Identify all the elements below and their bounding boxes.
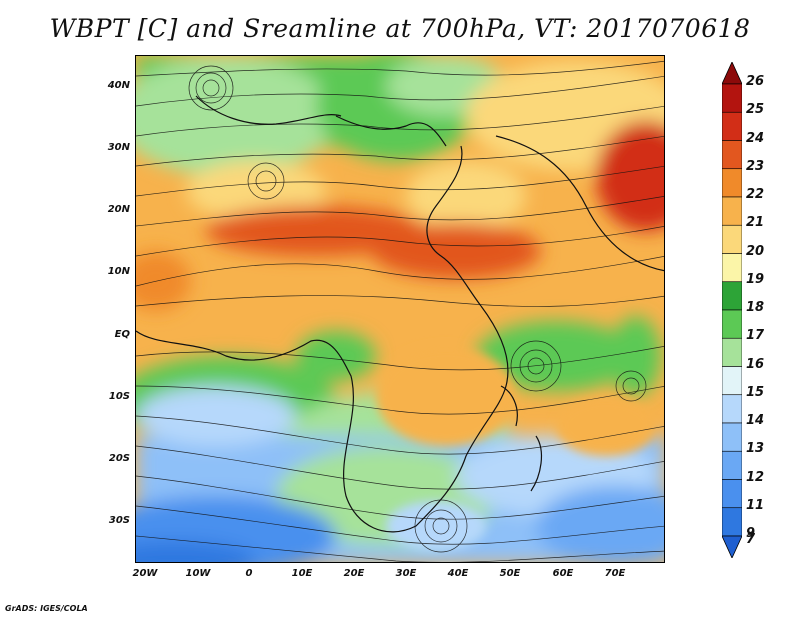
- colorbar-cell: [722, 366, 742, 396]
- colorbar-cell: [722, 309, 742, 339]
- lon-tick-label: 70E: [604, 568, 626, 579]
- colorbar-cell: [722, 450, 742, 480]
- colorbar-label: 9: [746, 526, 756, 541]
- lon-tick-label: 20E: [343, 568, 365, 579]
- colorbar-label: 17: [746, 328, 765, 344]
- lat-tick-label: EQ: [114, 329, 130, 340]
- map-title: WBPT [C] and Sreamline at 700hPa, VT: 20…: [49, 14, 751, 43]
- lat-tick-label: 30N: [107, 142, 130, 153]
- colorbar-label: 25: [746, 102, 765, 118]
- lon-tick-label: 60E: [552, 568, 574, 579]
- streamlines: [136, 60, 664, 562]
- lon-tick-label: 10W: [185, 568, 211, 579]
- coastlines: [136, 95, 664, 533]
- colorbar-label: 7: [746, 532, 756, 547]
- colorbar-label: 22: [746, 187, 765, 202]
- colorbar-cell: [722, 83, 742, 113]
- lon-tick-label: 30E: [395, 568, 417, 579]
- colorbar-cell: [722, 507, 742, 537]
- colorbar: [722, 62, 742, 558]
- colorbar-label: 24: [746, 130, 765, 146]
- lat-tick-label: 10N: [107, 266, 130, 277]
- colorbar-cell: [722, 196, 742, 226]
- colorbar-label: 13: [746, 441, 765, 457]
- colorbar-label: 20: [746, 243, 765, 259]
- map-panel: [135, 55, 665, 563]
- lon-tick-label: 50E: [499, 568, 521, 579]
- lon-tick-label: 20W: [132, 568, 158, 579]
- lon-tick-label: 0: [245, 568, 253, 579]
- lon-tick-label: 10E: [291, 568, 313, 579]
- colorbar-cell: [722, 281, 742, 311]
- wbpt-field: [136, 56, 664, 562]
- lat-tick-label: 20N: [107, 204, 130, 215]
- colorbar-label: 11: [746, 497, 765, 513]
- lat-tick-label: 40N: [107, 80, 130, 91]
- colorbar-label: 15: [746, 384, 765, 400]
- lat-tick-label: 10S: [108, 391, 130, 402]
- colorbar-max-triangle: [722, 62, 742, 85]
- colorbar-label: 23: [746, 158, 765, 174]
- colorbar-label: 14: [746, 413, 765, 428]
- lat-tick-label: 20S: [108, 453, 130, 464]
- colorbar-cell: [722, 168, 742, 198]
- colorbar-label: 16: [746, 356, 765, 372]
- lon-tick-label: 40E: [447, 568, 469, 579]
- colorbar-label: 18: [746, 300, 765, 315]
- colorbar-cell: [722, 422, 742, 452]
- colorbar-cell: [722, 111, 742, 141]
- colorbar-label: 12: [746, 469, 765, 485]
- colorbar-cell: [722, 140, 742, 170]
- lat-tick-label: 30S: [108, 515, 130, 526]
- colorbar-label: 19: [746, 271, 765, 287]
- colorbar-cell: [722, 479, 742, 509]
- colorbar-cell: [722, 253, 742, 283]
- colorbar-label: 21: [746, 215, 765, 231]
- colorbar-label: 26: [746, 74, 765, 89]
- colorbar-cell: [722, 224, 742, 254]
- footer-credit: GrADS: IGES/COLA: [5, 604, 88, 613]
- colorbar-min-triangle: [722, 535, 742, 558]
- colorbar-cell: [722, 337, 742, 367]
- colorbar-cell: [722, 394, 742, 424]
